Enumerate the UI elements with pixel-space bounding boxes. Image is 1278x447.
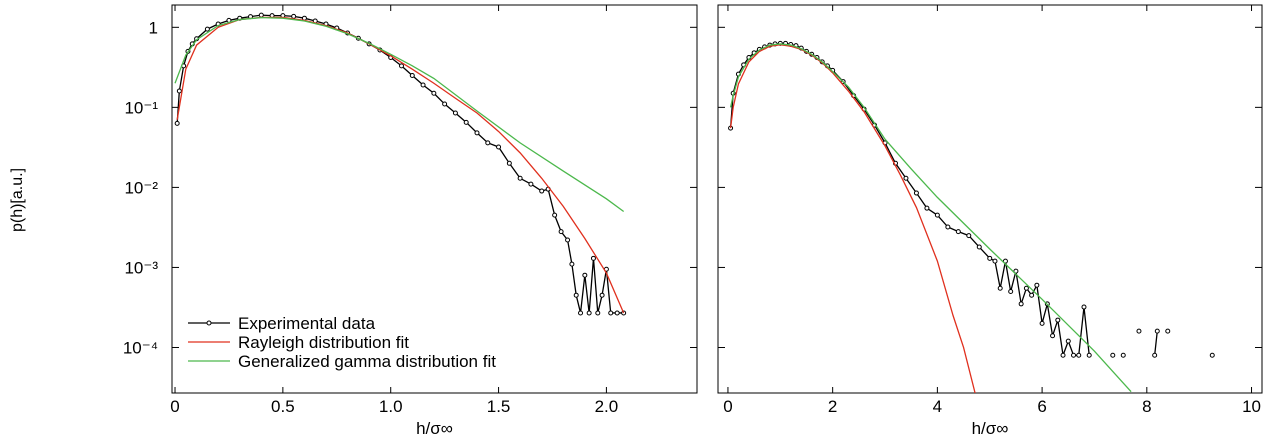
x-tick-label: 6 [1037, 397, 1046, 416]
x-tick-label: 2 [828, 397, 837, 416]
data-point [1055, 317, 1061, 323]
data-point [1008, 289, 1014, 295]
data-point [1120, 352, 1126, 358]
data-point [1018, 301, 1024, 307]
x-axis-label: h/σ∞ [972, 419, 1009, 438]
data-point [903, 175, 909, 181]
data-point [1071, 352, 1077, 358]
y-axis-label: p(h)[a.u.] [9, 168, 26, 232]
data-point [496, 144, 502, 150]
x-tick-label: 1.5 [487, 397, 511, 416]
x-axis-label: h/σ∞ [416, 419, 453, 438]
data-point [1034, 282, 1040, 288]
data-point [569, 261, 575, 267]
y-tick-label: 1 [149, 18, 158, 37]
plot-frame [717, 4, 1263, 394]
x-tick-label: 0 [723, 397, 732, 416]
data-point [976, 244, 982, 250]
data-point [997, 285, 1003, 291]
data-point [955, 229, 961, 235]
data-point [204, 26, 210, 32]
x-tick-label: 4 [933, 397, 942, 416]
plot-area [729, 41, 1215, 393]
data-point [420, 82, 426, 88]
data-point [474, 130, 480, 136]
data-point [1029, 292, 1035, 298]
data-point [1065, 338, 1071, 344]
x-tick-label: 8 [1142, 397, 1151, 416]
data-point [1154, 328, 1160, 334]
x-tick-label: 2.0 [595, 397, 619, 416]
data-point [409, 73, 415, 79]
y-tick-label: 10⁻² [124, 178, 158, 197]
data-point [539, 188, 545, 194]
series-line [174, 17, 625, 213]
legend-label: Experimental data [238, 314, 376, 333]
x-tick-label: 0.5 [271, 397, 295, 416]
data-point [517, 175, 523, 181]
data-point [582, 272, 588, 278]
data-point [565, 237, 571, 243]
y-tick-label: 10⁻³ [124, 258, 158, 277]
legend-label: Generalized gamma distribution fit [238, 352, 496, 371]
data-point [442, 101, 448, 107]
data-point [528, 181, 534, 187]
data-point [934, 212, 940, 218]
data-point [1060, 352, 1066, 358]
data-point [1136, 328, 1142, 334]
series-line [176, 16, 625, 314]
data-point [1209, 352, 1215, 358]
data-point [573, 292, 579, 298]
data-point [1076, 352, 1082, 358]
data-point [452, 110, 458, 116]
data-point [586, 310, 592, 316]
series-line [729, 44, 976, 393]
data-point [485, 140, 491, 146]
data-point [1050, 333, 1056, 339]
data-point [599, 292, 605, 298]
plot-frame [171, 4, 698, 394]
data-point [987, 255, 993, 261]
data-point [913, 190, 919, 196]
data-point [966, 233, 972, 239]
y-tick-label: 10⁻¹ [124, 98, 158, 117]
data-point [1013, 268, 1019, 274]
y-tick-label: 10⁻⁴ [123, 338, 158, 357]
legend-label: Rayleigh distribution fit [238, 333, 409, 352]
data-point [552, 212, 558, 218]
data-point [992, 258, 998, 264]
data-point [924, 205, 930, 211]
data-point [1023, 285, 1029, 291]
series-line [731, 43, 1213, 355]
x-tick-label: 1.0 [379, 397, 403, 416]
data-point [1039, 320, 1045, 326]
data-point [258, 12, 264, 18]
data-point [614, 310, 620, 316]
data-point [1110, 352, 1116, 358]
plot-area [174, 12, 627, 316]
data-point [1002, 258, 1008, 264]
data-point [1086, 352, 1092, 358]
data-point [463, 119, 469, 125]
data-point [945, 224, 951, 230]
data-point [506, 160, 512, 166]
data-point [1165, 328, 1171, 334]
legend-marker [206, 320, 212, 326]
x-tick-label: 0 [170, 397, 179, 416]
data-point [398, 63, 404, 69]
data-point [291, 13, 297, 19]
data-point [578, 310, 584, 316]
data-point [595, 310, 601, 316]
data-point [590, 255, 596, 261]
data-point [1152, 352, 1158, 358]
data-point [558, 229, 564, 235]
x-tick-label: 10 [1242, 397, 1261, 416]
data-point [431, 90, 437, 96]
data-point [176, 88, 182, 94]
series-line [729, 43, 1132, 393]
data-point [174, 120, 180, 126]
data-point [608, 310, 614, 316]
data-point [1081, 304, 1087, 310]
